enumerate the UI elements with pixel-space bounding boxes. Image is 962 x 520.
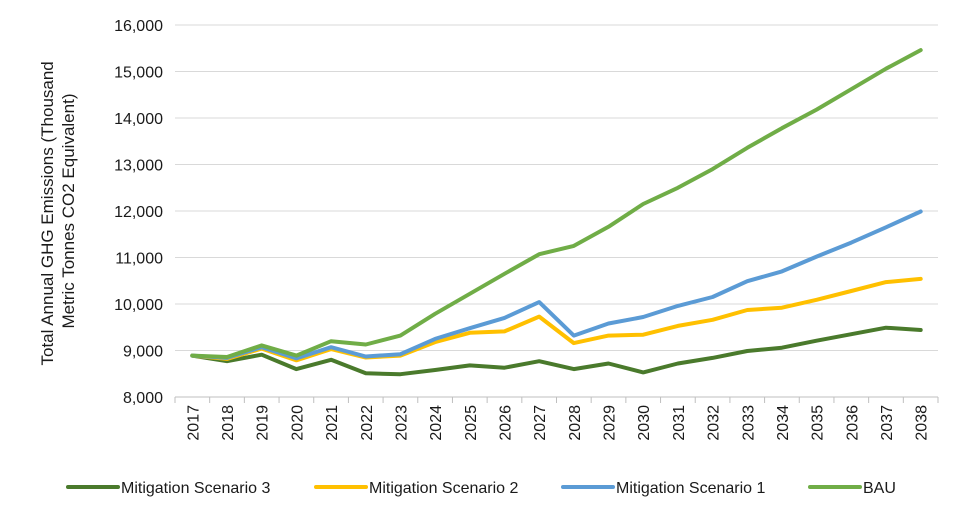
x-tick-label: 2029	[602, 405, 619, 441]
x-tick-label: 2038	[914, 405, 931, 441]
series-line-4	[190, 48, 923, 359]
y-tick-label: 16,000	[114, 18, 163, 35]
y-tick-label: 15,000	[114, 65, 163, 82]
x-tick-label: 2017	[185, 405, 202, 441]
gridlines	[175, 24, 938, 398]
y-tick-label: 11,000	[115, 251, 163, 268]
y-tick-label: 14,000	[114, 111, 163, 128]
y-tick-label: 13,000	[114, 158, 163, 175]
x-tick-label: 2024	[428, 405, 445, 441]
y-tick-label: 8,000	[123, 390, 163, 407]
x-tick-label: 2027	[532, 405, 549, 441]
y-axis: 8,000 9,000 10,000 11,000 12,000 13,000 14,000…	[114, 18, 163, 407]
x-tick-label: 2028	[567, 405, 584, 441]
x-tick-label: 2020	[289, 405, 306, 441]
x-tick-label: 2036	[844, 405, 861, 441]
x-tick-label: 2019	[255, 405, 272, 441]
y-tick-label: 10,000	[114, 297, 163, 314]
x-axis: 2017 2018 2019 2020 2021 2022 2023 2024 2025 2026…	[174, 397, 939, 441]
x-tick-label: 2030	[636, 405, 653, 441]
x-tick-label: 2033	[740, 405, 757, 441]
x-tick-label: 2032	[706, 405, 723, 441]
legend: Mitigation Scenario 3 Mitigation Scenario…	[66, 480, 896, 497]
legend-label-3: Mitigation Scenario 1	[616, 480, 766, 497]
x-tick-label: 2031	[671, 405, 688, 441]
x-tick-label: 2037	[879, 405, 896, 441]
x-tick-label: 2025	[463, 405, 480, 441]
y-axis-title-line-1: Total Annual GHG Emissions (Thousand	[38, 61, 57, 365]
x-tick-label: 2023	[393, 405, 410, 441]
y-tick-label: 9,000	[123, 344, 163, 361]
series-line-3	[190, 209, 923, 361]
y-tick-label: 12,000	[114, 204, 163, 221]
x-tick-label: 2018	[220, 405, 237, 441]
series-lines	[190, 48, 923, 377]
y-axis-title: Total Annual GHG Emissions (Thousand Met…	[38, 57, 78, 366]
x-tick-label: 2026	[497, 405, 514, 441]
legend-label-4: BAU	[863, 480, 896, 497]
y-axis-title-line-2: Metric Tonnes CO2 Equivalent)	[59, 94, 78, 329]
x-tick-label: 2034	[775, 405, 792, 441]
x-tick-label: 2021	[324, 405, 341, 441]
x-tick-label: 2022	[359, 405, 376, 441]
legend-label-2: Mitigation Scenario 2	[369, 480, 519, 497]
legend-label-1: Mitigation Scenario 3	[121, 480, 271, 497]
series-line-1	[190, 325, 923, 377]
x-tick-label: 2035	[810, 405, 827, 441]
